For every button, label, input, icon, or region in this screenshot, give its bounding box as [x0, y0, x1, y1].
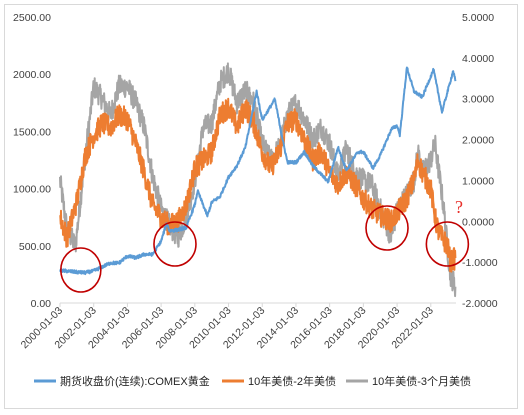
right-axis-ticks: -2.0000 -1.0000 0.0000 1.0000 2.0000 3.0000 4.… [462, 12, 498, 310]
question-mark-annotation: ? [455, 197, 463, 217]
left-axis-tick-label: 2500.00 [13, 12, 51, 24]
annotation-circle [425, 221, 470, 267]
series-line-1 [59, 66, 457, 276]
annotation-layer: ? [60, 197, 470, 293]
legend-label: 10年美债-3个月美债 [372, 374, 471, 388]
right-axis-tick-label: 2.0000 [462, 135, 494, 147]
right-axis-tick-label: 3.0000 [462, 94, 494, 106]
series-line-3 [59, 62, 457, 298]
annotation-circle [365, 205, 409, 251]
series-line-2 [59, 97, 457, 273]
annotation-circle [153, 221, 197, 267]
left-axis-tick-label: 1000.00 [13, 184, 51, 196]
right-axis-tick-label: -1.0000 [462, 257, 498, 269]
x-axis-ticks: 2000-01-032002-01-032004-01-032006-01-03… [19, 303, 436, 351]
left-axis-ticks: 0.00 500.00 1000.00 1500.00 2000.00 2500.00 [13, 12, 51, 310]
left-axis-tick-label: 500.00 [19, 241, 51, 253]
annotation-circle [60, 247, 102, 293]
right-axis-tick-label: 1.0000 [462, 175, 494, 187]
legend-label: 10年美债-2年美债 [248, 374, 336, 388]
legend-label: 期货收盘价(连续):COMEX黄金 [60, 374, 210, 388]
series-layer [59, 62, 457, 298]
right-axis-tick-label: 4.0000 [462, 53, 494, 65]
right-axis-tick-label: 5.0000 [462, 12, 494, 24]
left-axis-tick-label: 0.00 [31, 298, 52, 310]
right-axis-tick-label: 0.0000 [462, 216, 494, 228]
left-axis-tick-label: 1500.00 [13, 126, 51, 138]
left-axis-tick-label: 2000.00 [13, 69, 51, 81]
legend: 期货收盘价(连续):COMEX黄金 10年美债-2年美债 10年美债-3个月美债 [34, 374, 471, 388]
right-axis-tick-label: -2.0000 [462, 298, 498, 310]
